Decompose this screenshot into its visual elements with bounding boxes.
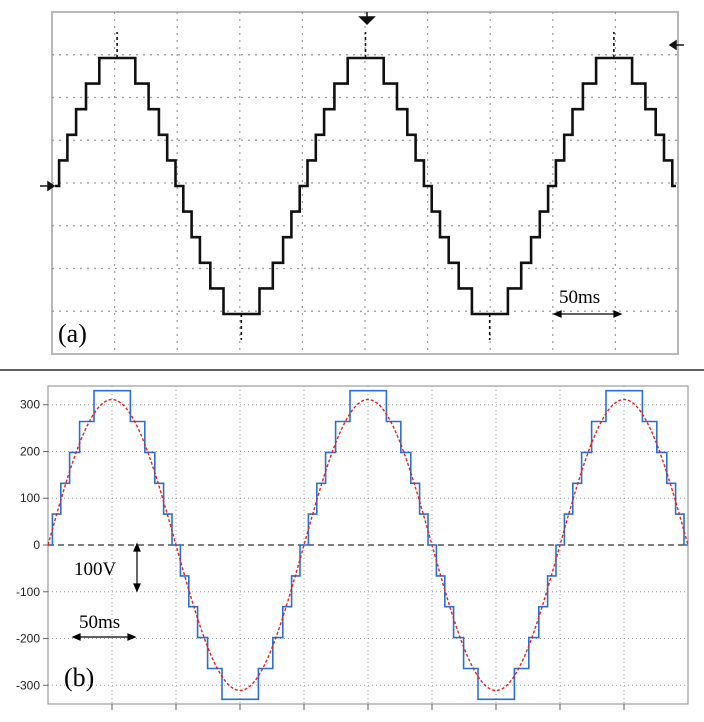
trigger-position-icon — [358, 12, 376, 26]
panel-b-sine-series — [47, 398, 689, 692]
ground-marker-icon — [40, 180, 56, 192]
panel-b-y-tick-label: 200 — [20, 444, 40, 458]
panel-a: (a) 50ms — [40, 11, 684, 355]
panel-a-staircase-trace — [55, 56, 676, 316]
panel-b-timescale-arrow — [71, 633, 137, 641]
panel-b-voltage-scale-arrow — [133, 542, 141, 593]
trigger-level-icon — [668, 39, 684, 51]
panel-b-y-tick-label: 100 — [20, 491, 40, 505]
panel-b-y-tick-label: -300 — [16, 678, 40, 692]
panel-a-timescale-label: 50ms — [559, 287, 600, 308]
panel-b-y-tick-label: -100 — [16, 585, 40, 599]
panel-b-y-axis: 300 200 100 0 -100 -200 -300 — [16, 398, 48, 692]
panel-a-label: (a) — [58, 319, 87, 348]
panel-b-voltage-scale-label: 100V — [74, 559, 117, 580]
panel-b: 300 200 100 0 -100 -200 -300 100V 50ms (b) — [16, 385, 689, 710]
panel-b-timescale-label: 50ms — [79, 612, 120, 633]
panel-b-y-tick-label: 300 — [20, 398, 40, 412]
panel-a-grid — [52, 12, 678, 354]
panel-b-grid — [48, 386, 688, 710]
panel-b-y-tick-label: 0 — [33, 538, 40, 552]
panel-b-label: (b) — [64, 663, 94, 692]
panel-b-y-tick-label: -200 — [16, 632, 40, 646]
panel-a-timescale-arrow — [552, 310, 623, 318]
panel-b-staircase-series — [48, 389, 688, 701]
